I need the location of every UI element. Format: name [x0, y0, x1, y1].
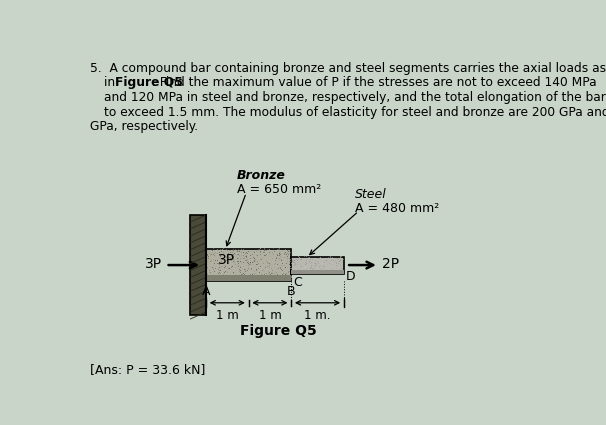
Text: D: D [345, 270, 355, 283]
Bar [206, 249, 291, 281]
Text: 3P: 3P [145, 257, 162, 271]
Text: 1 m.: 1 m. [304, 309, 331, 322]
Text: A = 480 mm²: A = 480 mm² [355, 202, 439, 215]
Text: Bronze: Bronze [237, 169, 286, 182]
Text: Figure Q5: Figure Q5 [115, 76, 183, 89]
Text: A: A [202, 285, 210, 298]
Bar [190, 215, 206, 315]
Text: Steel: Steel [355, 188, 387, 201]
Text: 5.  A compound bar containing bronze and steel segments carries the axial loads : 5. A compound bar containing bronze and … [90, 62, 606, 75]
Text: 1 m: 1 m [216, 309, 239, 322]
Text: Figure Q5: Figure Q5 [241, 324, 317, 338]
Text: in: in [104, 76, 119, 89]
Text: 2P: 2P [382, 257, 399, 271]
Text: GPa, respectively.: GPa, respectively. [90, 120, 198, 133]
Text: . Find the maximum value of P if the stresses are not to exceed 140 MPa: . Find the maximum value of P if the str… [152, 76, 596, 89]
Bar [291, 270, 344, 274]
Bar [206, 275, 291, 281]
Text: and 120 MPa in steel and bronze, respectively, and the total elongation of the b: and 120 MPa in steel and bronze, respect… [104, 91, 606, 104]
Text: B: B [287, 285, 296, 298]
Text: 1 m: 1 m [259, 309, 281, 322]
Text: to exceed 1.5 mm. The modulus of elasticity for steel and bronze are 200 GPa and: to exceed 1.5 mm. The modulus of elastic… [104, 106, 606, 119]
Text: C: C [293, 276, 302, 289]
Text: [Ans: P = 33.6 kN]: [Ans: P = 33.6 kN] [90, 363, 205, 376]
Bar [291, 257, 344, 274]
Text: A = 650 mm²: A = 650 mm² [237, 183, 321, 196]
Text: 3P: 3P [218, 253, 235, 266]
